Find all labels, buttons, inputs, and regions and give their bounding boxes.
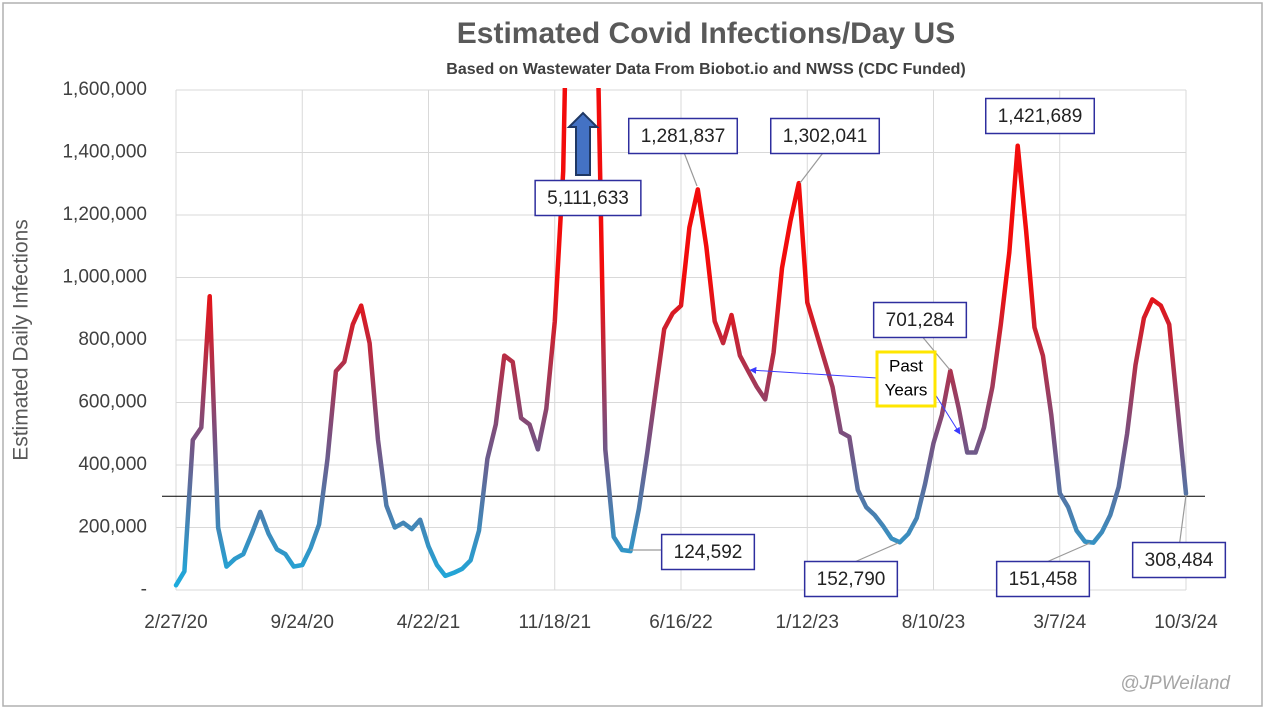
series: [173, 88, 1189, 588]
leader-line: [1047, 542, 1091, 563]
watermark: @JPWeiland: [1120, 673, 1231, 694]
y-tick-label: 1,200,000: [62, 204, 147, 225]
y-tick-label: 800,000: [78, 329, 147, 350]
x-tick-label: 1/12/23: [776, 612, 839, 633]
y-tick-label: 600,000: [78, 392, 147, 413]
y-tick-label: 1,400,000: [62, 142, 147, 163]
x-tick-label: 9/24/20: [271, 612, 334, 633]
value-label: 151,458: [1009, 569, 1078, 590]
pointer-arrow: [934, 393, 961, 435]
leader-line: [1179, 494, 1187, 543]
value-label: 701,284: [886, 310, 955, 331]
value-label-box: [872, 301, 968, 339]
annotation-box: [875, 350, 937, 408]
value-label-box: [534, 179, 642, 217]
value-label-box: [984, 97, 1096, 135]
value-label: 1,421,689: [998, 106, 1083, 127]
series-line: [173, 88, 1189, 588]
value-label-box: [769, 117, 881, 155]
value-label: 152,790: [817, 569, 886, 590]
y-tick-label: 1,600,000: [62, 79, 147, 100]
leader-line: [855, 542, 899, 563]
chart-title: Estimated Covid Infections/Day US: [457, 17, 955, 50]
leader-line: [683, 153, 698, 187]
y-tick-label: 1,000,000: [62, 267, 147, 288]
y-tick-label: 400,000: [78, 454, 147, 475]
x-tick-label: 4/22/21: [397, 612, 460, 633]
chart-subtitle: Based on Wastewater Data From Biobot.io …: [446, 61, 965, 78]
leader-line: [799, 153, 823, 184]
x-tick-label: 6/16/22: [649, 612, 712, 633]
x-tick-label: 8/10/23: [902, 612, 965, 633]
value-label-box: [660, 533, 756, 571]
x-tick-label: 3/7/24: [1033, 612, 1086, 633]
annotation-text: Past: [889, 356, 923, 375]
pointer-arrow: [749, 366, 878, 379]
y-axis-label: Estimated Daily Infections: [10, 219, 33, 461]
value-label-box: [1131, 541, 1227, 579]
value-label-box: [995, 560, 1091, 598]
value-label: 308,484: [1145, 550, 1214, 571]
x-tick-label: 11/18/21: [518, 612, 591, 633]
annotations: 5,111,633 124,592 1,281,837 1,302,041 152,79…: [534, 97, 1227, 598]
value-label: 1,302,041: [783, 126, 868, 147]
value-label: 5,111,633: [547, 188, 629, 209]
x-tick-label: 2/27/20: [144, 612, 207, 633]
x-tick-label: 10/3/24: [1154, 612, 1218, 633]
value-label: 124,592: [674, 542, 743, 563]
up-arrow: [566, 111, 600, 176]
value-label-box: [803, 560, 899, 598]
y-tick-label: -: [141, 579, 147, 600]
value-label: 1,281,837: [641, 126, 726, 147]
y-tick-label: 200,000: [78, 517, 147, 538]
annotation-text: Years: [885, 380, 928, 399]
value-label-box: [627, 117, 739, 155]
